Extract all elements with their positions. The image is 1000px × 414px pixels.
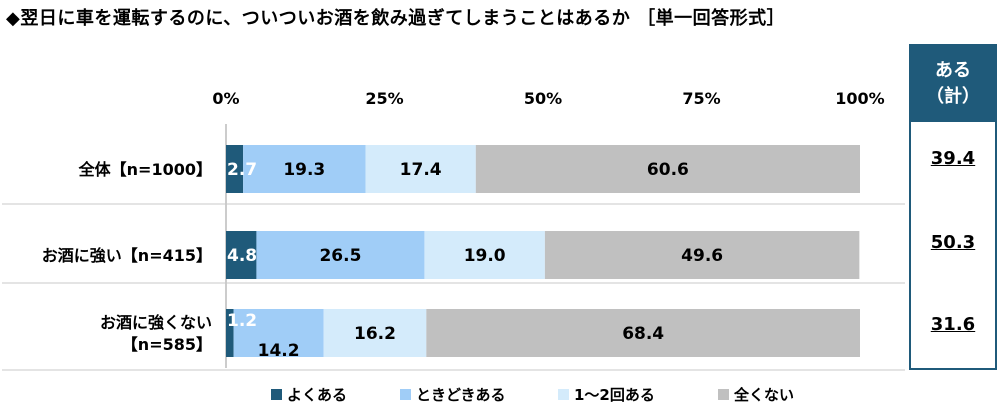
data-label: 49.6 (681, 246, 723, 266)
bar-segment (475, 145, 860, 193)
data-label: 4.8 (227, 246, 257, 266)
legend-swatch (558, 389, 569, 400)
bar-segment (226, 145, 244, 193)
legend-label: ときどきある (416, 386, 506, 404)
bar-segment (365, 145, 476, 193)
summary-header-line1: ある (935, 60, 971, 81)
summary-panel: ある （計） 39.4 50.3 31.6 (909, 44, 997, 370)
chart-title: ◆翌日に車を運転するのに、ついついお酒を飲み過ぎてしまうことはあるか ［単一回答… (6, 8, 786, 29)
category-label: お酒に強くない (100, 313, 212, 332)
data-label: 19.3 (283, 160, 325, 180)
legend-swatch (271, 389, 282, 400)
data-label: 16.2 (354, 324, 396, 344)
bar-segment (323, 309, 427, 357)
x-tick-label: 50% (524, 89, 562, 108)
bar-segment (426, 309, 860, 357)
x-tick-label: 0% (212, 89, 239, 108)
data-label: 17.4 (400, 160, 442, 180)
legend-label: 1～2回ある (574, 386, 655, 404)
data-label: 60.6 (647, 160, 689, 180)
legend-label: よくある (287, 386, 347, 404)
legend-swatch (718, 389, 729, 400)
bar-segment (256, 231, 425, 279)
data-label: 1.2 (227, 311, 257, 331)
category-label: 【n=585】 (122, 335, 212, 354)
bar-segment (424, 231, 545, 279)
data-label: 26.5 (319, 246, 361, 266)
bar-segment (233, 309, 324, 357)
data-label: 19.0 (464, 246, 506, 266)
summary-header-line2: （計） (926, 86, 980, 107)
category-label: お酒に強い【n=415】 (42, 246, 212, 265)
data-label: 2.7 (227, 160, 257, 180)
bar-segment (243, 145, 366, 193)
bar-segment (544, 231, 860, 279)
summary-value-total: 39.4 (930, 148, 976, 169)
summary-value-weak: 31.6 (930, 314, 976, 335)
summary-header: ある （計） (911, 46, 995, 122)
category-label: 全体【n=1000】 (78, 160, 212, 179)
x-tick-label: 100% (835, 89, 884, 108)
data-label: 68.4 (622, 324, 664, 344)
bar-segment (226, 231, 257, 279)
legend-swatch (400, 389, 411, 400)
data-label: 14.2 (258, 341, 300, 361)
legend-label: 全くない (733, 386, 794, 404)
summary-value-strong: 50.3 (930, 232, 976, 253)
x-tick-label: 75% (682, 89, 720, 108)
x-tick-label: 25% (365, 89, 403, 108)
bar-segment (226, 309, 234, 357)
